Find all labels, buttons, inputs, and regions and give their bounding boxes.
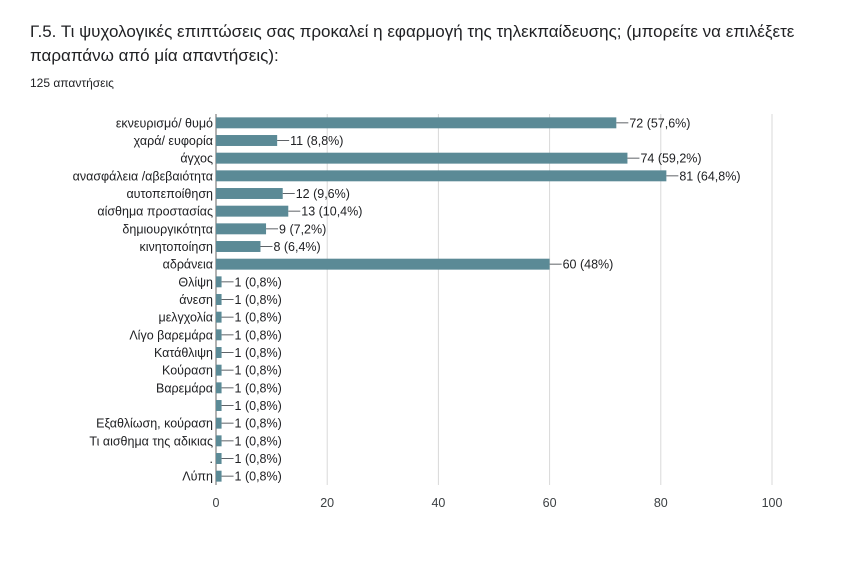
bar bbox=[216, 276, 222, 288]
category-label: Λίγο βαρεμάρα bbox=[129, 328, 213, 342]
x-tick-label: 40 bbox=[431, 496, 445, 510]
category-label: κινητοποίηση bbox=[139, 240, 213, 254]
bar bbox=[216, 258, 550, 270]
value-label: 81 (64,8%) bbox=[679, 169, 740, 183]
bar bbox=[216, 117, 617, 129]
bar bbox=[216, 347, 222, 358]
category-label: Λύπη bbox=[182, 470, 213, 484]
x-tick-label: 0 bbox=[213, 496, 220, 510]
x-tick-label: 60 bbox=[543, 496, 557, 510]
bar bbox=[216, 453, 222, 464]
value-label: 1 (0,8%) bbox=[235, 381, 282, 395]
value-label: 9 (7,2%) bbox=[279, 222, 326, 236]
category-label: άγχος bbox=[180, 152, 213, 166]
response-count: 125 απαντήσεις bbox=[30, 76, 114, 90]
category-label: ανασφάλεια /αβεβαιότητα bbox=[73, 169, 213, 183]
value-label: 12 (9,6%) bbox=[296, 187, 350, 201]
bar bbox=[216, 417, 222, 429]
x-tick-label: 20 bbox=[320, 496, 334, 510]
value-label: 72 (57,6%) bbox=[629, 116, 690, 130]
x-tick-label: 80 bbox=[654, 496, 668, 510]
bar bbox=[216, 241, 261, 252]
value-label: 1 (0,8%) bbox=[235, 434, 282, 448]
category-label: Θλίψη bbox=[178, 275, 213, 289]
question-title: Γ.5. Τι ψυχολογικές επιπτώσεις σας προκα… bbox=[30, 22, 795, 65]
x-tick-label: 100 bbox=[762, 496, 783, 510]
bar bbox=[216, 188, 283, 199]
category-label: αυτοπεποίθηση bbox=[126, 187, 213, 201]
category-label: Τι αισθημα της αδικιας bbox=[89, 434, 213, 448]
bar bbox=[216, 329, 222, 341]
bar bbox=[216, 294, 222, 305]
bar bbox=[216, 470, 222, 482]
bar bbox=[216, 152, 628, 164]
bar bbox=[216, 135, 278, 146]
value-label: 1 (0,8%) bbox=[235, 399, 282, 413]
value-label: 1 (0,8%) bbox=[235, 470, 282, 484]
category-label: Εξαθλίωση, κούραση bbox=[96, 417, 213, 431]
bar bbox=[216, 311, 222, 323]
value-label: 1 (0,8%) bbox=[235, 346, 282, 360]
value-label: 8 (6,4%) bbox=[273, 240, 320, 254]
bar bbox=[216, 382, 222, 394]
value-label: 1 (0,8%) bbox=[235, 417, 282, 431]
value-label: 60 (48%) bbox=[563, 258, 614, 272]
bar bbox=[216, 205, 289, 217]
category-label: . bbox=[210, 452, 213, 466]
bar bbox=[216, 223, 267, 235]
value-label: 1 (0,8%) bbox=[235, 275, 282, 289]
category-label: δημιουργικότητα bbox=[122, 222, 213, 236]
value-label: 13 (10,4%) bbox=[301, 205, 362, 219]
category-label: μελγχολία bbox=[159, 311, 213, 325]
value-label: 74 (59,2%) bbox=[640, 152, 701, 166]
bar bbox=[216, 435, 222, 447]
value-label: 1 (0,8%) bbox=[235, 364, 282, 378]
category-label: Κατάθλιψη bbox=[154, 346, 213, 360]
value-label: 1 (0,8%) bbox=[235, 452, 282, 466]
category-label: Κούραση bbox=[162, 364, 213, 378]
category-label: Βαρεμάρα bbox=[156, 381, 213, 395]
value-label: 11 (8,8%) bbox=[290, 134, 343, 148]
value-label: 1 (0,8%) bbox=[235, 293, 282, 307]
value-label: 1 (0,8%) bbox=[235, 328, 282, 342]
bar bbox=[216, 400, 222, 411]
category-label: αδράνεια bbox=[163, 258, 213, 272]
bar bbox=[216, 170, 667, 182]
bar bbox=[216, 364, 222, 376]
category-label: αίσθημα προστασίας bbox=[97, 205, 213, 219]
value-label: 1 (0,8%) bbox=[235, 311, 282, 325]
category-label: χαρά/ ευφορία bbox=[134, 134, 213, 148]
category-label: άνεση bbox=[179, 293, 213, 307]
category-label: εκνευρισμό/ θυμό bbox=[116, 116, 213, 130]
